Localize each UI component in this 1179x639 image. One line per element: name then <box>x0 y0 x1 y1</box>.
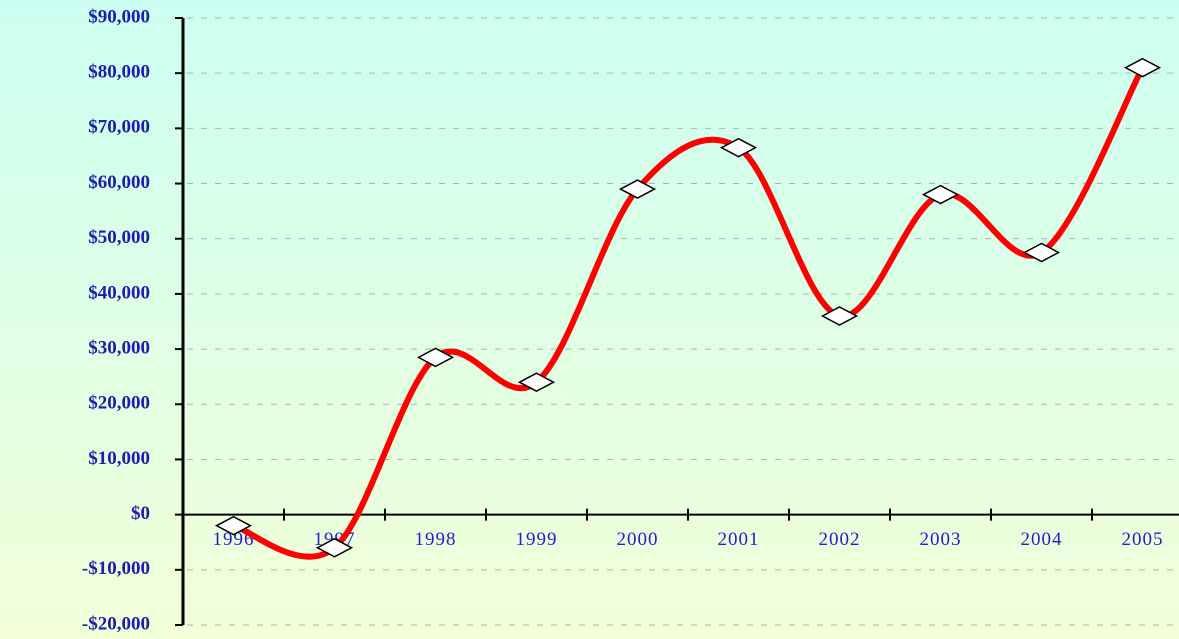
y-tick-label: $0 <box>131 503 150 524</box>
x-tick-label: 2000 <box>617 529 659 550</box>
x-tick-label: 1998 <box>415 529 457 550</box>
y-tick-label: -$20,000 <box>82 613 150 634</box>
y-tick-label: $40,000 <box>88 282 150 303</box>
x-tick-label: 1999 <box>516 529 558 550</box>
y-tick-label: -$10,000 <box>82 558 150 579</box>
data-point <box>1123 57 1162 78</box>
data-point <box>214 515 253 536</box>
y-tick-label: $30,000 <box>88 337 150 358</box>
data-point <box>719 137 758 158</box>
x-tick-label: 1996 <box>213 529 255 550</box>
data-point <box>416 347 455 368</box>
data-point <box>820 306 859 326</box>
x-tick-label: 2003 <box>920 529 962 550</box>
data-point <box>517 372 556 393</box>
data-point <box>315 537 354 558</box>
x-tick-label: 2005 <box>1122 529 1164 550</box>
plot <box>214 57 1162 560</box>
x-tick-label: 2004 <box>1021 529 1063 550</box>
y-tick-label: $60,000 <box>88 172 150 193</box>
x-tick-label: 2002 <box>819 529 861 550</box>
data-point <box>1022 242 1061 263</box>
y-tick-label: $20,000 <box>88 393 150 414</box>
y-tick-label: $50,000 <box>88 227 150 248</box>
data-point <box>618 179 657 199</box>
x-tick-label: 2001 <box>718 529 760 550</box>
y-tick-label: $80,000 <box>88 62 150 83</box>
series-line <box>232 66 1146 560</box>
y-tick-label: $10,000 <box>88 448 150 469</box>
y-tick-label: $90,000 <box>88 6 150 27</box>
grid <box>187 17 1179 626</box>
axes: -$20,000 -$10,000 $0 $10,000 $20,000 $30,000 $… <box>82 6 1179 634</box>
y-tick-label: $70,000 <box>88 117 150 138</box>
data-point <box>921 184 960 205</box>
